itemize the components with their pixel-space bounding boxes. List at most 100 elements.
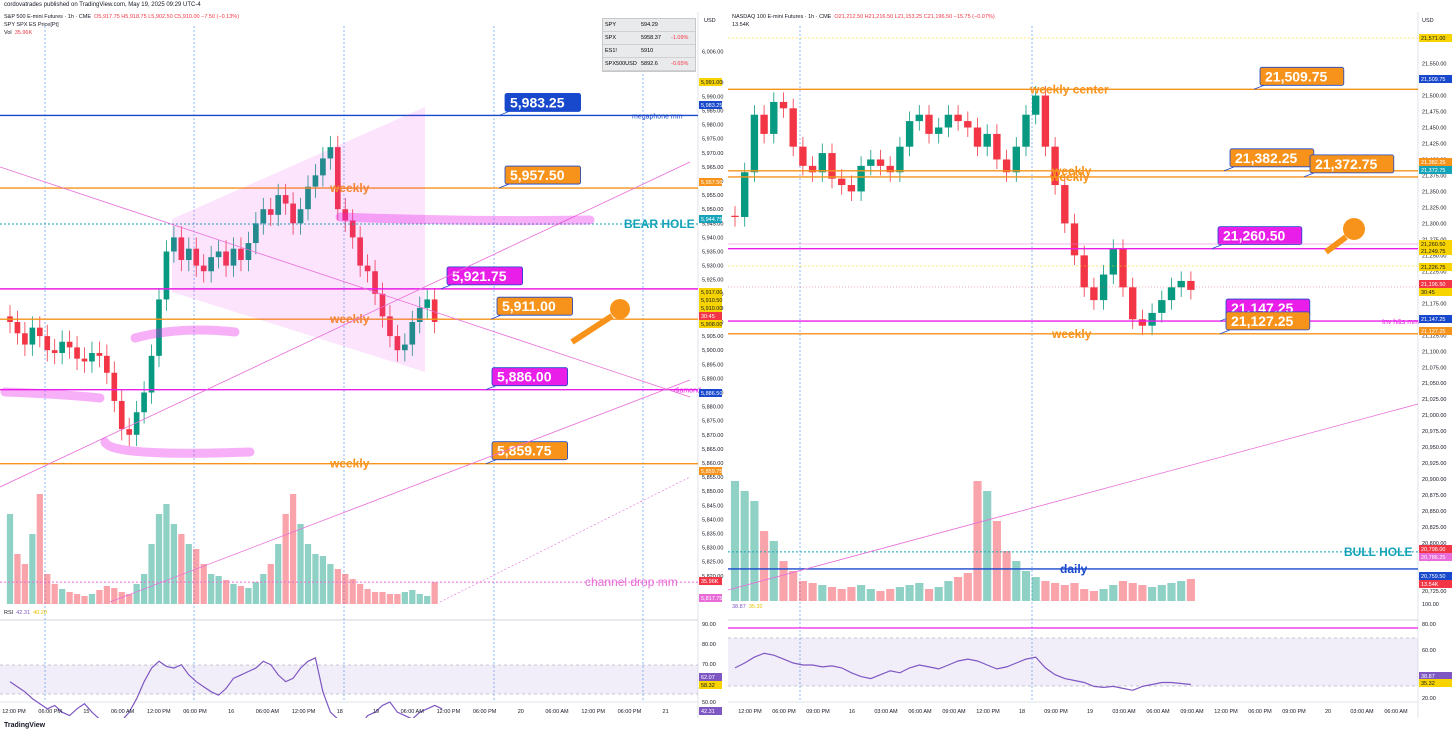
rsi-tick-label: 90.00 — [702, 622, 716, 628]
candle-body — [133, 412, 140, 435]
candle-body — [1138, 319, 1147, 326]
axis-price-badge — [1419, 553, 1452, 561]
time-tick-label: 15 — [83, 709, 89, 715]
volume-bar — [1021, 571, 1031, 601]
rsi-badge — [699, 707, 722, 715]
watchlist-row[interactable]: SPX500USD 5892.6 -0.65% — [603, 58, 695, 71]
price-tick-label: 5,990.00 — [702, 94, 723, 100]
volume-bar — [289, 494, 297, 604]
level-callout-box — [1309, 154, 1395, 174]
nq-chart-panel[interactable]: 21,550.0021,525.0021,500.0021,475.0021,4… — [728, 12, 1456, 718]
es-chart-svg[interactable]: 6,006.005,995.005,990.005,985.005,980.00… — [0, 12, 724, 718]
candle-body — [327, 147, 334, 159]
candle-body — [96, 353, 103, 356]
watchlist-row[interactable]: SPY 594.29 — [603, 19, 695, 32]
key-icon — [610, 299, 630, 319]
price-tick-label: 21,450.00 — [1422, 126, 1446, 132]
candle-body — [818, 153, 826, 173]
axis-price-badge-label: 5,957.50 — [701, 180, 722, 186]
volume-bar — [895, 587, 904, 601]
candle-body — [847, 185, 856, 192]
price-tick-label: 20,975.00 — [1422, 429, 1446, 435]
volume-bar — [155, 514, 163, 604]
axis-price-badge — [699, 594, 722, 602]
volume-bar — [81, 596, 88, 604]
candle-body — [185, 248, 192, 260]
candle-body — [915, 114, 923, 122]
callout-pointer — [1303, 172, 1315, 178]
candle-body — [1080, 255, 1088, 288]
watchlist-row[interactable]: ES1! 5910 — [603, 45, 695, 58]
axis-price-badge-label: 5,983.25 — [701, 103, 722, 109]
price-tick-label: 5,930.00 — [702, 264, 723, 270]
watchlist-row[interactable]: SPX 5958.37 -1.09% — [603, 32, 695, 45]
rsi-tick-label: 50.00 — [702, 700, 716, 706]
volume-bar — [1109, 585, 1118, 601]
time-tick-label: 09:00 PM — [1282, 709, 1306, 715]
volume-bar — [750, 501, 759, 601]
axis-price-badge — [699, 178, 722, 186]
time-tick-label: 06:00 AM — [1384, 709, 1408, 715]
candle-body — [799, 146, 807, 166]
level-callout-label: 21,382.25 — [1235, 150, 1297, 166]
watch-change: -1.09% — [671, 35, 689, 41]
rsi-line — [9, 657, 443, 718]
candle-body — [349, 220, 356, 238]
candle-body — [193, 248, 200, 266]
candle-body — [22, 333, 28, 345]
volume-bar — [1177, 581, 1186, 601]
level-callout-label: 5,859.75 — [497, 443, 552, 459]
price-tick-label: 5,905.00 — [702, 334, 723, 340]
volume-bar — [275, 544, 282, 604]
volume-bar — [267, 564, 274, 604]
candle-body — [1119, 248, 1127, 288]
price-tick-label: 21,025.00 — [1422, 397, 1446, 403]
candle-body — [312, 175, 319, 187]
price-tick-label: 5,880.00 — [702, 405, 723, 411]
candle-body — [118, 400, 125, 430]
rsi-tick-label: 70.00 — [702, 662, 716, 668]
price-tick-label: 5,830.00 — [702, 546, 723, 552]
level-callout-label: 5,983.25 — [510, 94, 565, 110]
candle-body — [208, 257, 214, 272]
es-chart-panel[interactable]: 6,006.005,995.005,990.005,985.005,980.00… — [0, 12, 724, 718]
price-tick-label: 5,820.00 — [702, 574, 723, 580]
axis-price-badge — [1419, 34, 1452, 42]
candle-body — [1070, 223, 1079, 256]
axis-price-badge-label: 21,226.75 — [1421, 265, 1445, 271]
page-title: cordovatrades published on TradingView.c… — [4, 2, 201, 8]
candle-body — [964, 121, 972, 128]
volume-bar — [1089, 591, 1098, 601]
candle-body — [81, 358, 88, 362]
rsi-tick-label: 80.00 — [1422, 622, 1436, 628]
candle-body — [334, 147, 341, 210]
volume-bar — [1060, 585, 1069, 601]
highlight-stroke — [0, 387, 105, 403]
level-note: daily — [1060, 562, 1088, 576]
candle-body — [857, 165, 865, 192]
callout-pointer — [485, 385, 497, 391]
candle-body — [357, 237, 363, 266]
volume-bar — [73, 594, 81, 604]
nq-chart-svg[interactable]: 21,550.0021,525.0021,500.0021,475.0021,4… — [728, 12, 1456, 718]
candle-body — [1109, 248, 1117, 275]
volume-bar — [827, 587, 837, 601]
volume-bar — [1157, 585, 1166, 601]
trendline — [728, 403, 1419, 591]
candle-body — [66, 341, 73, 348]
level-note: weekly — [329, 312, 370, 326]
volume-bar — [148, 544, 155, 604]
volume-bar — [96, 590, 103, 604]
axis-price-badge — [1419, 166, 1452, 174]
volume-bar — [282, 514, 289, 604]
volume-bar — [237, 586, 245, 604]
time-tick-label: 09:00 PM — [806, 709, 830, 715]
level-callout-box — [1225, 311, 1311, 331]
volume-bar — [924, 589, 934, 601]
volume-bar — [6, 514, 14, 604]
price-tick-label: 20,875.00 — [1422, 493, 1446, 499]
price-tick-label: 20,950.00 — [1422, 445, 1446, 451]
volume-bar — [59, 589, 66, 604]
candle-body — [1002, 159, 1011, 173]
volume-bar — [88, 594, 96, 604]
